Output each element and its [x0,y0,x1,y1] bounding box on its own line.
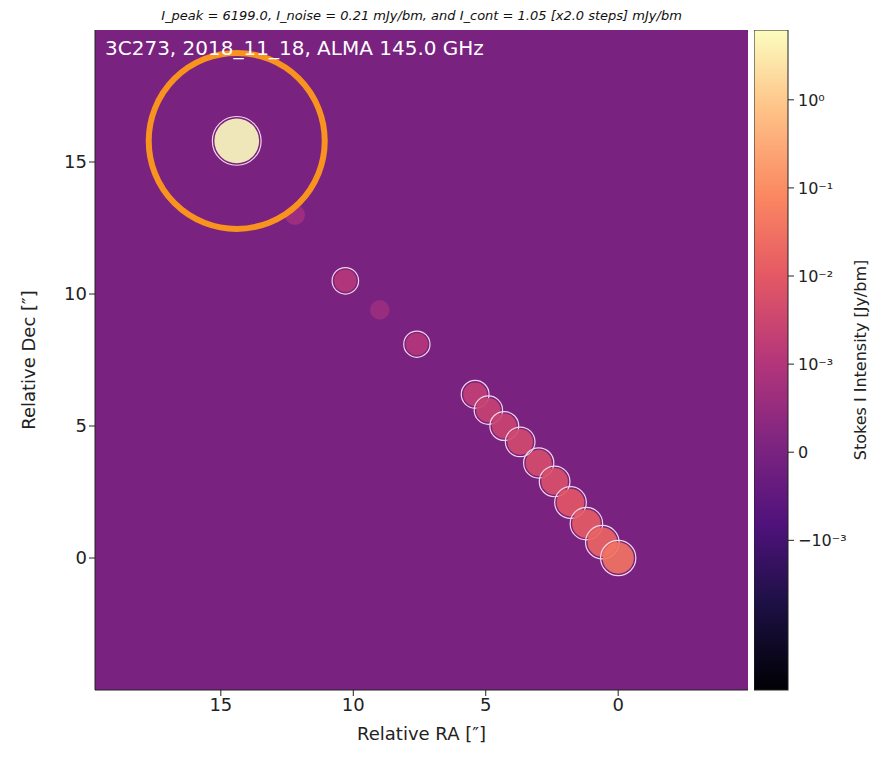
svg-text:10⁻¹: 10⁻¹ [798,179,833,198]
svg-text:0: 0 [76,547,87,568]
svg-text:15: 15 [64,151,87,172]
svg-text:10⁰: 10⁰ [798,91,825,110]
html-text:3C273, 2018_11_18, ALMA 145.0: 3C273, 2018_11_18, ALMA 145.0 GHz [105,36,484,60]
svg-text:10: 10 [64,283,87,304]
svg-text:15: 15 [209,694,232,715]
svg-text:Relative Dec [″]: Relative Dec [″] [18,290,39,430]
svg-text:5: 5 [480,694,491,715]
svg-text:Relative RA [″]: Relative RA [″] [357,723,486,744]
svg-text:Stokes I Intensity [Jy/bm]: Stokes I Intensity [Jy/bm] [851,260,870,461]
html-text:I_peak = 6199.0, I_noise = 0.2: I_peak = 6199.0, I_noise = 0.21 mJy/bm, … [161,8,682,23]
svg-text:0: 0 [798,443,808,462]
svg-text:−10⁻³: −10⁻³ [798,531,847,550]
svg-text:0: 0 [612,694,623,715]
svg-text:10: 10 [342,694,365,715]
svg-text:10⁻³: 10⁻³ [798,355,833,374]
svg-text:5: 5 [76,415,87,436]
svg-text:10⁻²: 10⁻² [798,267,833,286]
